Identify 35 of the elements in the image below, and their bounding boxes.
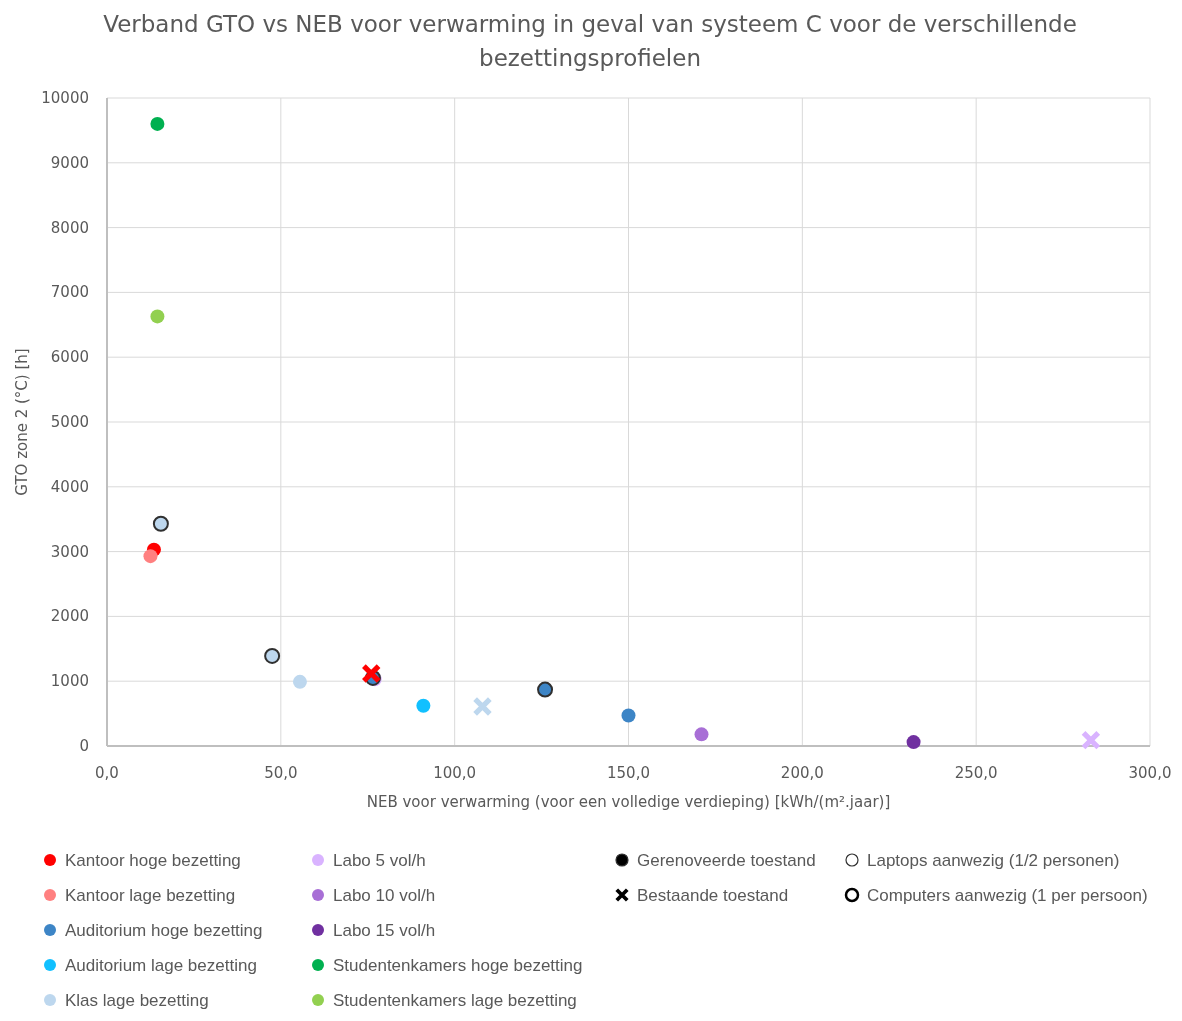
x-tick-label: 100,0 [433,764,477,782]
legend-label: Labo 15 vol/h [333,921,436,940]
y-tick-label: 4000 [50,477,89,496]
x-tick-label: 50,0 [264,764,298,782]
legend-label: Laptops aanwezig (1/2 personen) [867,851,1120,870]
y-axis-title: GTO zone 2 (°C) [h] [13,348,31,496]
x-axis-title: NEB voor verwarming (voor een volledige verdieping) [kWh/(m².jaar)] [366,793,891,811]
legend-label: Labo 5 vol/h [333,851,426,870]
y-tick-label: 10000 [41,89,89,107]
chart-title: Verband GTO vs NEB voor verwarming in geval van systeem C voor de verschillende bezettingsprofielen [103,11,1077,71]
x-tick-label: 0,0 [95,764,119,782]
legend-label: Auditorium lage bezetting [65,956,257,975]
y-tick-label: 8000 [50,218,89,237]
legend-label: Klas lage bezetting [65,991,209,1010]
y-tick-label: 7000 [50,283,89,302]
x-tick-label: 200,0 [780,764,824,782]
legend-label: Labo 10 vol/h [333,886,436,905]
legend-label: Studentenkamers hoge bezetting [333,956,583,975]
legend-label: Kantoor lage bezetting [65,886,236,905]
legend-label: Gerenoveerde toestand [637,851,816,870]
y-tick-label: 9000 [50,153,89,172]
x-tick-label: 250,0 [954,764,998,782]
legend-label: Kantoor hoge bezetting [65,851,241,870]
y-tick-label: 1000 [50,672,89,691]
legend-label: Computers aanwezig (1 per persoon) [867,886,1148,905]
y-tick-label: 2000 [50,607,89,626]
y-tick-label: 0 [79,737,89,755]
y-tick-label: 5000 [50,413,89,431]
legend-label: Studentenkamers lage bezetting [333,991,577,1010]
x-tick-label: 300,0 [1128,764,1172,782]
legend-label: Bestaande toestand [637,886,789,905]
legend-label: Auditorium hoge bezetting [65,921,263,940]
y-tick-label: 6000 [50,348,89,367]
x-tick-label: 150,0 [607,764,650,782]
y-tick-label: 3000 [50,542,89,561]
